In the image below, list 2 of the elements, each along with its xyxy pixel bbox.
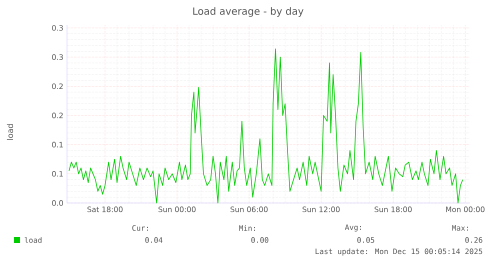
chart-title: Load average - by day <box>193 7 304 17</box>
line-series <box>68 48 464 204</box>
